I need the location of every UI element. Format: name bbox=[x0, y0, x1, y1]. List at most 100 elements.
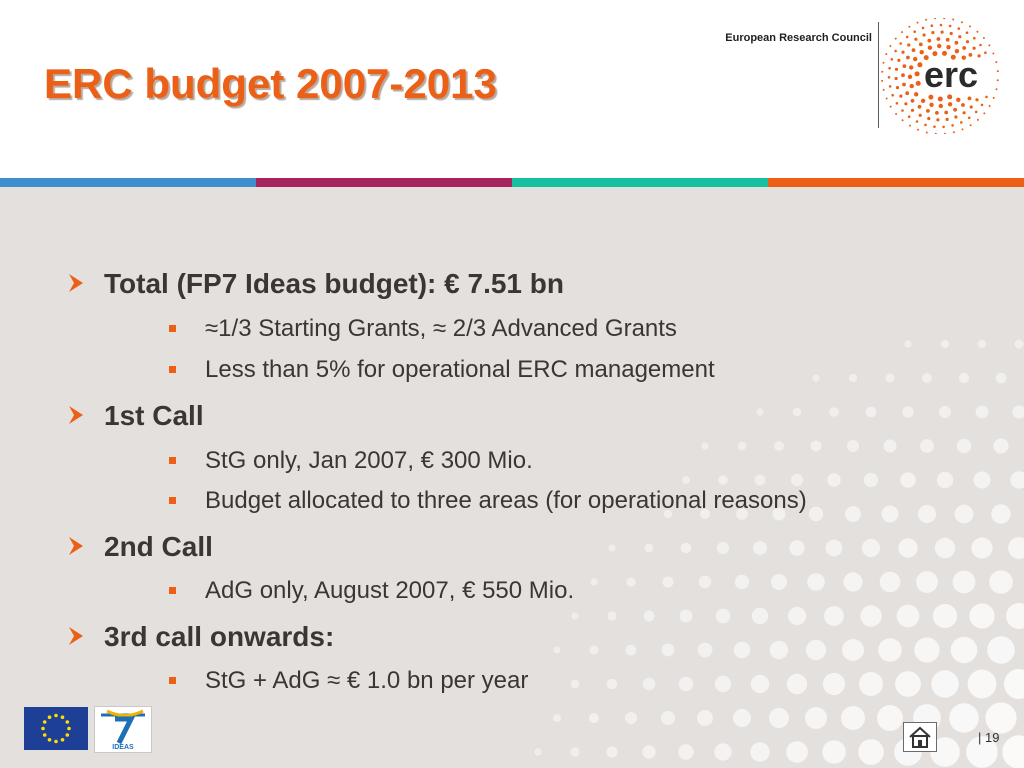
arrow-bullet-icon bbox=[69, 537, 83, 555]
logo-dot bbox=[950, 54, 956, 60]
logo-dot bbox=[925, 18, 928, 21]
decorative-dot bbox=[938, 405, 952, 419]
decorative-dot bbox=[956, 438, 972, 454]
color-stripe-magenta bbox=[256, 178, 512, 187]
sub-bullet-text: Budget allocated to three areas (for ope… bbox=[205, 487, 807, 514]
bullet-text: 3rd call onwards: bbox=[104, 621, 335, 652]
decorative-dot bbox=[663, 509, 673, 519]
decorative-dot bbox=[678, 744, 694, 760]
color-stripe-orange bbox=[768, 178, 1024, 187]
erc-logo-icon: erc bbox=[881, 18, 999, 134]
home-button[interactable] bbox=[903, 722, 937, 752]
decorative-dot bbox=[859, 672, 883, 696]
logo-dot bbox=[992, 96, 995, 99]
color-stripe-blue bbox=[0, 178, 256, 187]
sub-bullet-text: AdG only, August 2007, € 550 Mio. bbox=[205, 577, 575, 604]
logo-dot bbox=[927, 45, 933, 50]
logo-dot bbox=[895, 86, 900, 90]
decorative-dot bbox=[931, 670, 959, 698]
logo-dot bbox=[985, 95, 988, 99]
logo-dot bbox=[902, 64, 907, 68]
decorative-dot bbox=[789, 540, 805, 556]
logo-dot bbox=[961, 128, 964, 131]
decorative-dot bbox=[987, 636, 1015, 664]
decorative-dot bbox=[966, 736, 998, 768]
eu-star-icon bbox=[47, 738, 52, 742]
logo-dot bbox=[977, 54, 981, 58]
bullet-item: 1st Call bbox=[69, 400, 204, 432]
decorative-dot bbox=[750, 674, 770, 694]
logo-dot bbox=[911, 48, 916, 52]
decorative-dot bbox=[756, 408, 764, 416]
erc-logo-text: erc bbox=[924, 54, 978, 95]
sub-bullet-item: Budget allocated to three areas (for ope… bbox=[169, 487, 807, 515]
decorative-dot bbox=[792, 407, 802, 417]
decorative-dot bbox=[883, 439, 897, 453]
logo-dot bbox=[902, 82, 906, 87]
decorative-dot bbox=[902, 406, 914, 418]
logo-dot bbox=[937, 96, 943, 102]
decorative-dot bbox=[841, 706, 865, 730]
logo-dot bbox=[976, 30, 979, 33]
decorative-dot bbox=[824, 606, 844, 626]
decorative-dot bbox=[750, 742, 770, 762]
decorative-dot bbox=[995, 372, 1007, 384]
logo-dot bbox=[914, 71, 920, 77]
logo-dot bbox=[889, 105, 892, 108]
bullet-item: 2nd Call bbox=[69, 531, 213, 563]
eu-star-icon bbox=[54, 713, 58, 718]
logo-dot bbox=[887, 76, 891, 79]
logo-dot bbox=[946, 45, 951, 50]
logo-dot bbox=[974, 110, 978, 114]
logo-dot bbox=[901, 109, 904, 112]
sub-bullet-text: Less than 5% for operational ERC managem… bbox=[205, 356, 715, 383]
decorative-dot bbox=[958, 372, 970, 384]
decorative-dot bbox=[625, 712, 637, 724]
arrow-bullet-icon bbox=[69, 274, 83, 292]
decorative-dot bbox=[718, 475, 728, 485]
logo-dot bbox=[954, 40, 959, 45]
sub-bullet-item: AdG only, August 2007, € 550 Mio. bbox=[169, 577, 575, 605]
decorative-dot bbox=[895, 671, 921, 697]
decorative-dot bbox=[769, 640, 789, 660]
decorative-dot bbox=[589, 645, 599, 655]
logo-dot bbox=[881, 70, 884, 73]
decorative-dot bbox=[644, 543, 654, 553]
logo-dot bbox=[901, 50, 905, 54]
logo-dot bbox=[917, 104, 922, 109]
decorative-dot bbox=[787, 606, 807, 626]
logo-dot bbox=[909, 83, 914, 89]
sub-bullet-item: StG + AdG ≈ € 1.0 bn per year bbox=[169, 667, 528, 695]
decorative-dot bbox=[714, 743, 732, 761]
logo-dot bbox=[915, 120, 919, 123]
decorative-dot bbox=[920, 439, 934, 453]
logo-dot bbox=[927, 38, 932, 43]
decorative-dot bbox=[842, 639, 864, 661]
decorative-dot bbox=[860, 605, 882, 627]
decorative-dot bbox=[607, 611, 617, 621]
decorative-dot bbox=[682, 476, 690, 484]
logo-dot bbox=[967, 116, 971, 120]
logo-dot bbox=[960, 21, 963, 24]
logo-dot bbox=[947, 102, 953, 107]
fp7-logo-text: IDEAS bbox=[112, 744, 134, 751]
decorative-dot bbox=[898, 538, 918, 558]
decorative-dot bbox=[900, 472, 916, 488]
logo-dot bbox=[962, 111, 966, 115]
eu-star-icon bbox=[60, 738, 65, 742]
arrow-bullet-icon bbox=[69, 406, 83, 424]
logo-dot bbox=[917, 128, 920, 131]
logo-dot bbox=[929, 102, 934, 108]
logo-dot bbox=[901, 31, 903, 34]
decorative-dot bbox=[825, 539, 843, 557]
decorative-dot bbox=[678, 676, 694, 692]
logo-dot bbox=[928, 94, 934, 100]
decorative-dot bbox=[734, 574, 750, 590]
logo-dot bbox=[934, 132, 937, 134]
eu-star-icon bbox=[54, 739, 58, 744]
logo-dot bbox=[894, 37, 897, 40]
slide-header: ERC budget 2007-2013 European Research C… bbox=[0, 0, 1024, 178]
decorative-dot bbox=[751, 607, 769, 625]
decorative-dot bbox=[786, 741, 808, 763]
decorative-dot bbox=[808, 506, 824, 522]
